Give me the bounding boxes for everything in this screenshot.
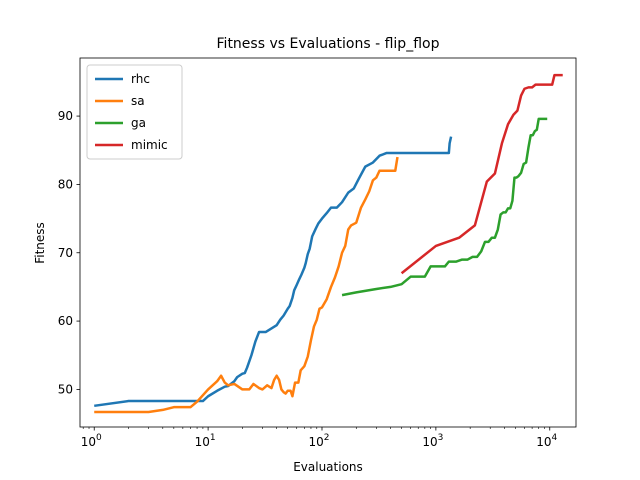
plot-frame <box>79 57 577 428</box>
y-tick-label: 90 <box>58 109 73 123</box>
legend-label-ga: ga <box>131 116 146 130</box>
legend-label-rhc: rhc <box>131 72 150 86</box>
chart-title: Fitness vs Evaluations - flip_flop <box>217 36 440 52</box>
y-tick-label: 60 <box>58 314 73 328</box>
series-line-sa <box>94 156 399 414</box>
y-tick-label: 50 <box>58 382 73 396</box>
legend: rhc sa ga mimic <box>86 64 183 160</box>
x-axis-label: Evaluations <box>293 460 363 474</box>
legend-box <box>86 64 183 160</box>
series-line-ga <box>341 117 548 297</box>
y-tick-label: 70 <box>58 246 73 260</box>
legend-label-mimic: mimic <box>131 138 168 152</box>
y-axis-label: Fitness <box>33 222 47 264</box>
y-tick-label: 80 <box>58 177 73 191</box>
legend-label-sa: sa <box>131 94 145 108</box>
series-line-mimic <box>400 73 563 275</box>
